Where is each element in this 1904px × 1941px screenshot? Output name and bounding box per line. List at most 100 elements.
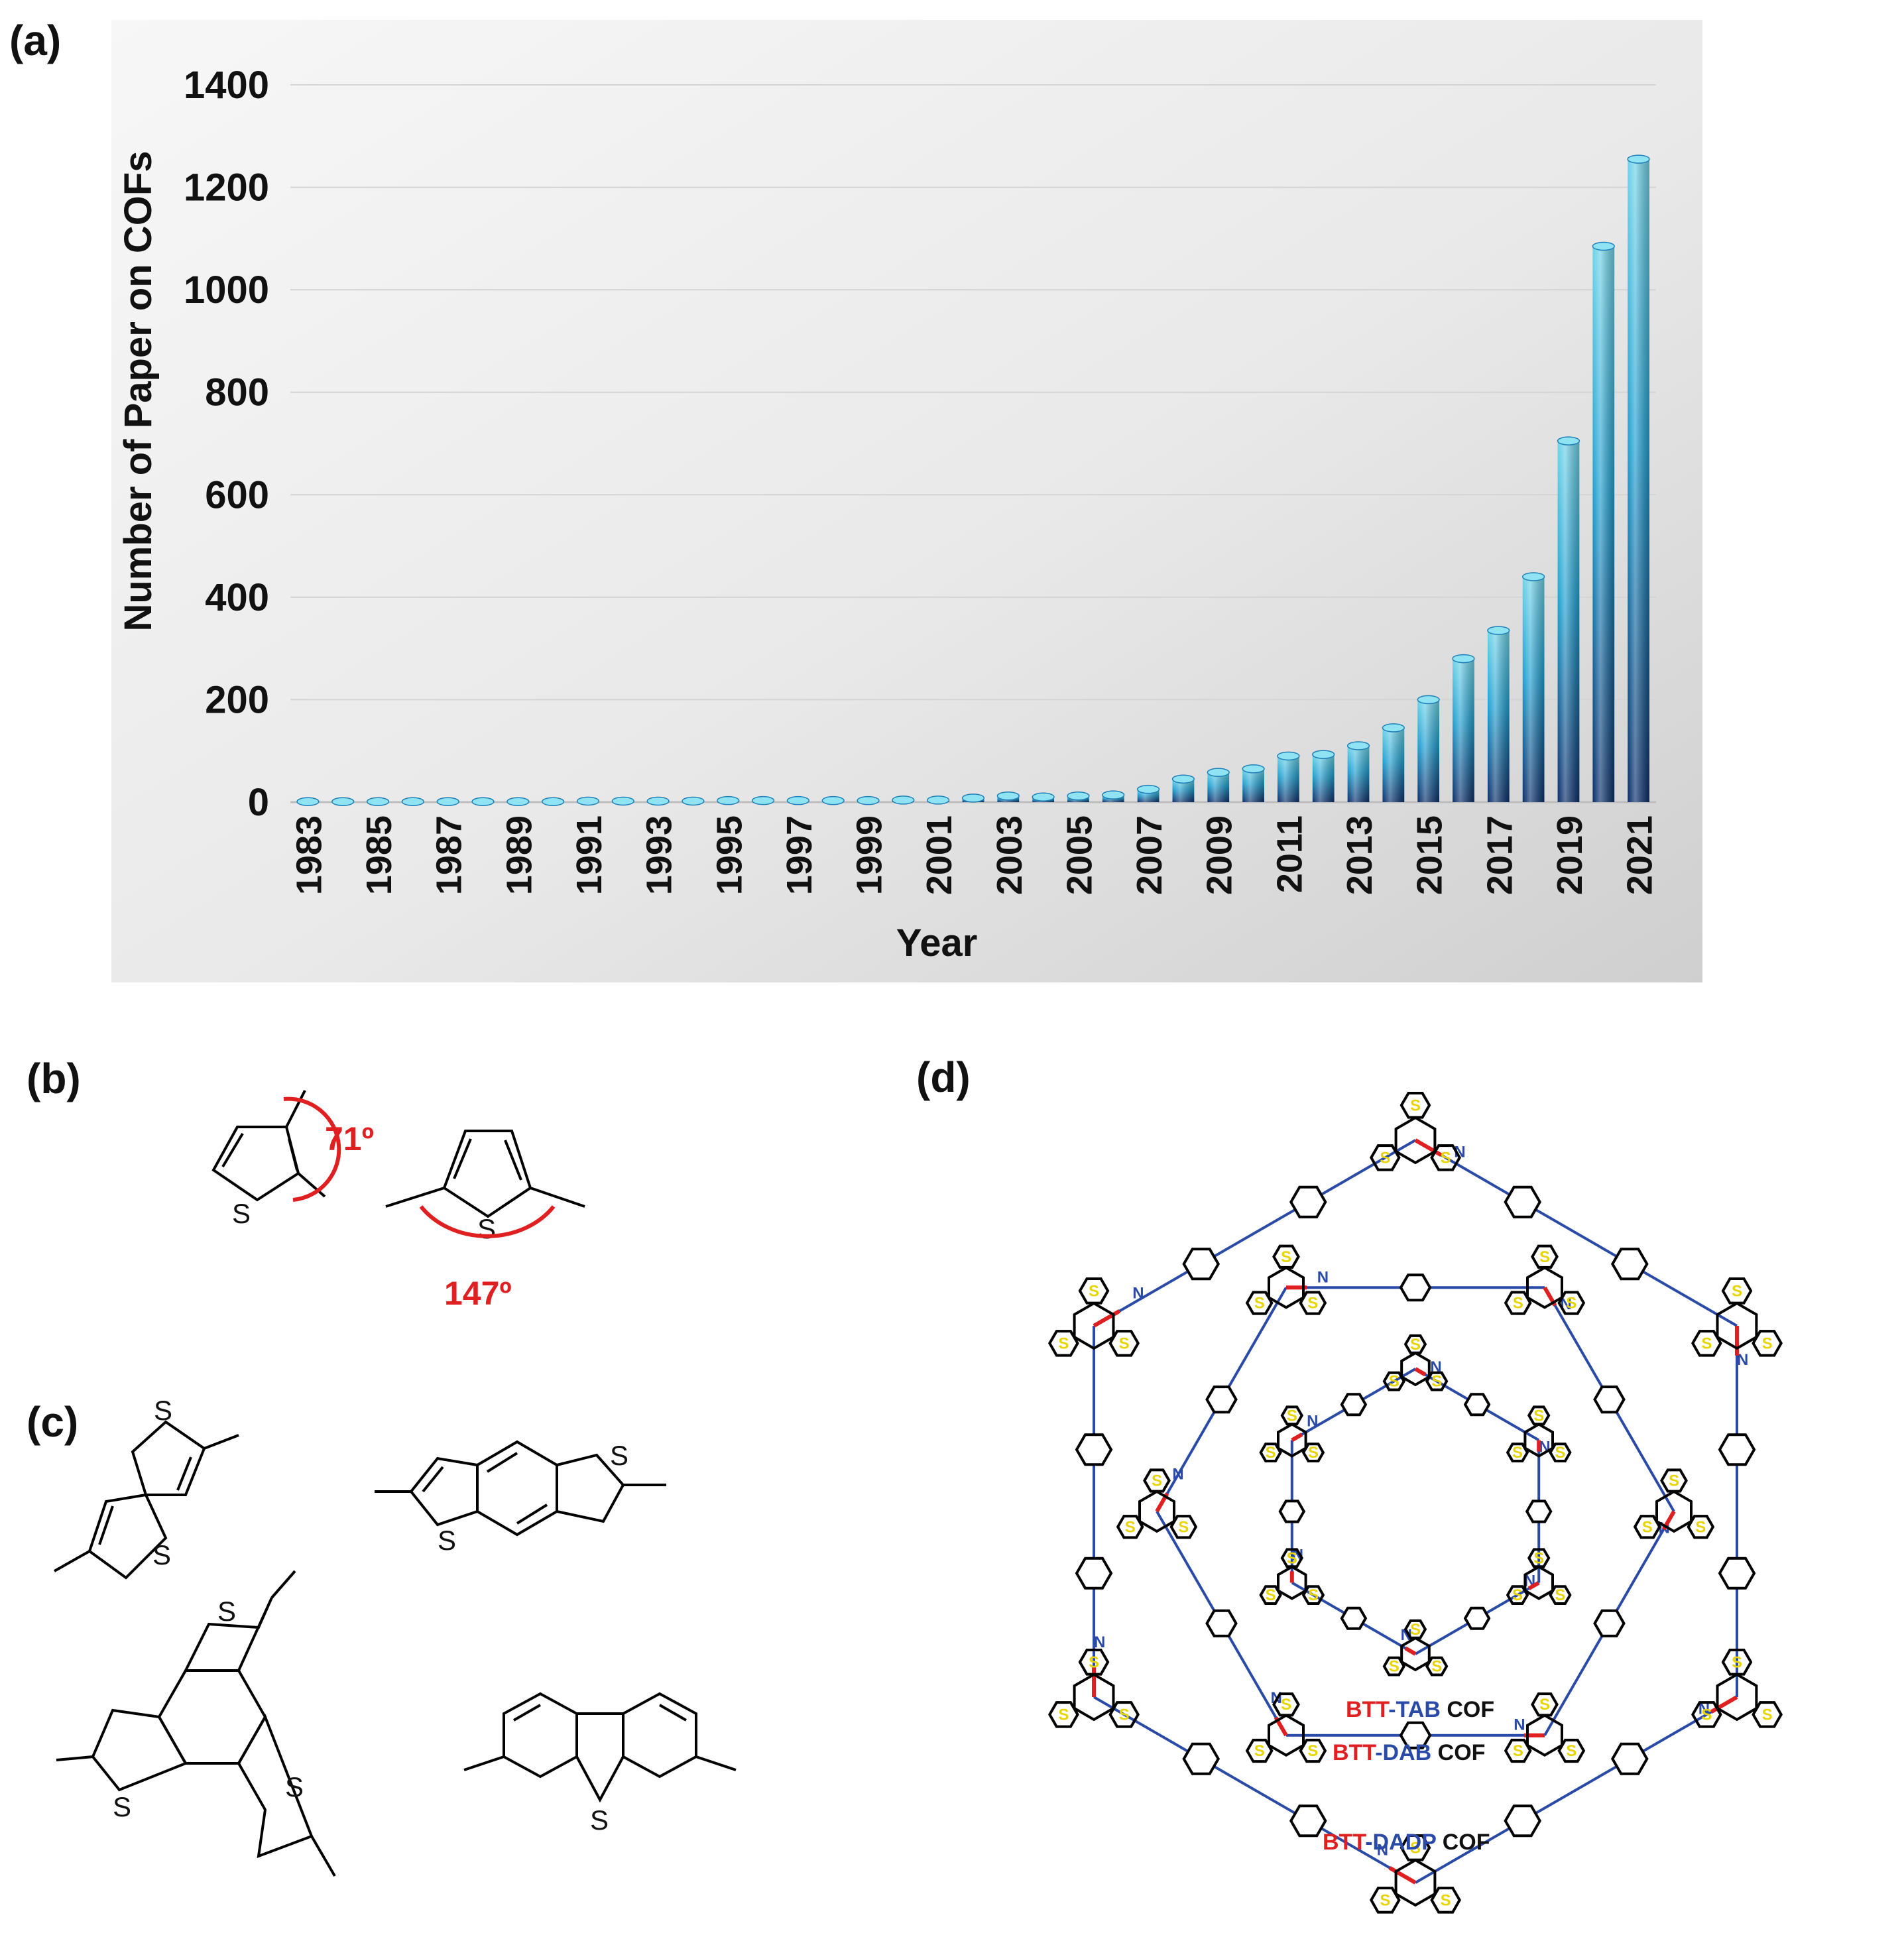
thiophene-ring: [1527, 1405, 1551, 1426]
bar-1994: [682, 796, 705, 806]
thiophene-ring: [1299, 1738, 1327, 1763]
sulfur-atom: S: [1695, 1518, 1706, 1536]
sulfur-atom: S: [1089, 1282, 1099, 1300]
phenyl-ring: [1610, 1248, 1649, 1281]
thiophene-ring: [1425, 1656, 1449, 1676]
x-tick-label: 1999: [850, 815, 890, 895]
benzotrithiophene: S S S: [56, 1570, 336, 1877]
sulfur-atom: S: [1441, 1891, 1451, 1909]
sulfur-atom: S: [152, 1539, 171, 1570]
x-tick-label: 1989: [499, 815, 539, 895]
bar-cap: [892, 795, 915, 805]
sulfur-atom: S: [1410, 1839, 1421, 1857]
bar-chart: 0 200 400 600 800 1000 1200 1400 1983 1985 1987 19…: [111, 20, 1702, 982]
bar-cap: [1136, 784, 1160, 794]
sulfur-atom: S: [1119, 1706, 1130, 1724]
thiophene-ring: [1399, 1834, 1431, 1861]
sulfur-atom: S: [1566, 1742, 1577, 1760]
imine-linker: [1415, 1696, 1738, 1884]
bar-1990: [542, 797, 565, 806]
thiophene-2-3-linked: S: [211, 1090, 326, 1229]
nitrogen-atom: N: [1094, 1633, 1105, 1651]
bar-cap: [717, 795, 740, 805]
bar-1989: [506, 797, 530, 806]
phenyl-ring: [1593, 1609, 1626, 1637]
x-tick-label: 2017: [1480, 815, 1519, 895]
bar-cap: [1277, 751, 1300, 761]
btt-core-ring: [1277, 1565, 1307, 1600]
phenyl-ring: [1610, 1742, 1649, 1775]
bar-shade: [1557, 441, 1580, 802]
bar-cap: [1452, 654, 1475, 664]
thiophene-ring: [1430, 1144, 1462, 1171]
sulfur-atom: S: [1266, 1444, 1276, 1462]
thiophene-ring: [1557, 1291, 1586, 1315]
thiophene-ring: [1299, 1291, 1327, 1315]
sulfur-atom: S: [1125, 1518, 1136, 1536]
bar-cap: [401, 797, 424, 806]
sulfur-atom: S: [1119, 1334, 1130, 1352]
thiophene-ring: [1721, 1649, 1753, 1676]
bar-1996: [751, 795, 775, 805]
thiophene-ring: [1382, 1656, 1406, 1676]
bar-2018: [1522, 572, 1545, 802]
x-tick-label: 2009: [1200, 815, 1240, 895]
sulfur-atom: S: [1281, 1248, 1291, 1266]
sulfur-atom: S: [1287, 1549, 1297, 1567]
bar-shade: [1278, 756, 1299, 802]
bar-2007: [1136, 784, 1160, 802]
red-bond: [1388, 1866, 1417, 1885]
bar-shade: [1207, 772, 1230, 802]
thiophene-ring: [1691, 1330, 1722, 1357]
bar-1997: [786, 795, 810, 805]
x-tick-label: 2011: [1270, 815, 1309, 893]
btt-core-ring: [1394, 1116, 1437, 1165]
x-axis-label: Year: [896, 921, 978, 965]
x-tick-label: 1993: [640, 815, 680, 895]
phenyl-ring: [1340, 1393, 1368, 1417]
bar-1993: [646, 796, 670, 806]
bar-cap: [1312, 750, 1335, 759]
bar-cap: [961, 794, 985, 803]
bar-cap: [471, 797, 495, 806]
btt-core-ring: [1073, 1673, 1115, 1722]
bar-shade: [1628, 159, 1649, 803]
btt-core-ring: [1523, 1565, 1554, 1600]
sulfur-atom: S: [1266, 1586, 1276, 1604]
panel-label-a: (a): [9, 17, 62, 64]
bar-cap: [296, 797, 320, 806]
thiophene-ring: [1078, 1649, 1110, 1676]
phenyl-ring: [1182, 1742, 1220, 1775]
btt-core-ring: [1655, 1490, 1693, 1533]
cof-label-dadp: BTT-DADP COF: [1323, 1830, 1490, 1855]
bar-1988: [471, 797, 495, 806]
btt-core-ring: [1716, 1673, 1758, 1722]
phenyl-ring: [1399, 1273, 1432, 1302]
bar-1999: [857, 795, 880, 805]
x-tick-label: 1983: [289, 815, 329, 895]
bar-2000: [892, 795, 915, 805]
bar-1984: [331, 797, 355, 806]
bar-cap: [611, 796, 634, 806]
btt-core-ring: [1277, 1423, 1307, 1458]
phenyl-ring: [1205, 1385, 1238, 1414]
thiophene-ring: [1369, 1144, 1401, 1171]
thiophene-ring: [1531, 1244, 1559, 1269]
bar-2011: [1277, 751, 1300, 802]
thiophene-ring: [1557, 1738, 1586, 1763]
btt-core-ring: [1526, 1714, 1563, 1757]
bar-shade: [1312, 754, 1335, 802]
thiophene-ring: [1399, 1092, 1431, 1119]
thiophene-ring: [1245, 1738, 1274, 1763]
bar-2020: [1592, 241, 1615, 802]
nitrogen-atom: N: [1172, 1465, 1183, 1483]
sulfur-atom: S: [1380, 1891, 1390, 1909]
thiophene-ring: [1425, 1371, 1449, 1391]
sulfur-atom: S: [1566, 1295, 1577, 1313]
bar-cap: [1592, 241, 1615, 251]
sulfur-atom: S: [1533, 1407, 1544, 1425]
bar-cap: [927, 795, 950, 805]
bar-1992: [611, 796, 634, 806]
panel-label-b: (b): [27, 1055, 81, 1102]
bar-cap: [436, 797, 459, 806]
